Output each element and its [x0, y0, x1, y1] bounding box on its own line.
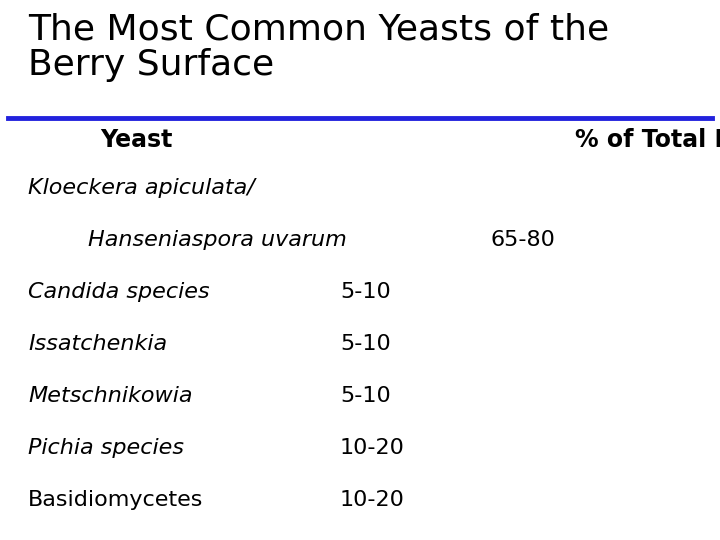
- Text: 10-20: 10-20: [340, 490, 405, 510]
- Text: Basidiomycetes: Basidiomycetes: [28, 490, 203, 510]
- Text: Kloeckera apiculata/: Kloeckera apiculata/: [28, 178, 255, 198]
- Text: % of Total Isolates: % of Total Isolates: [575, 128, 720, 152]
- Text: 5-10: 5-10: [340, 282, 391, 302]
- Text: Yeast: Yeast: [100, 128, 172, 152]
- Text: Pichia species: Pichia species: [28, 438, 184, 458]
- Text: 10-20: 10-20: [340, 438, 405, 458]
- Text: The Most Common Yeasts of the: The Most Common Yeasts of the: [28, 12, 609, 46]
- Text: 65-80: 65-80: [490, 230, 555, 250]
- Text: 5-10: 5-10: [340, 334, 391, 354]
- Text: Issatchenkia: Issatchenkia: [28, 334, 167, 354]
- Text: 5-10: 5-10: [340, 386, 391, 406]
- Text: Berry Surface: Berry Surface: [28, 48, 274, 82]
- Text: Candida species: Candida species: [28, 282, 210, 302]
- Text: Hanseniaspora uvarum: Hanseniaspora uvarum: [88, 230, 347, 250]
- Text: Metschnikowia: Metschnikowia: [28, 386, 192, 406]
